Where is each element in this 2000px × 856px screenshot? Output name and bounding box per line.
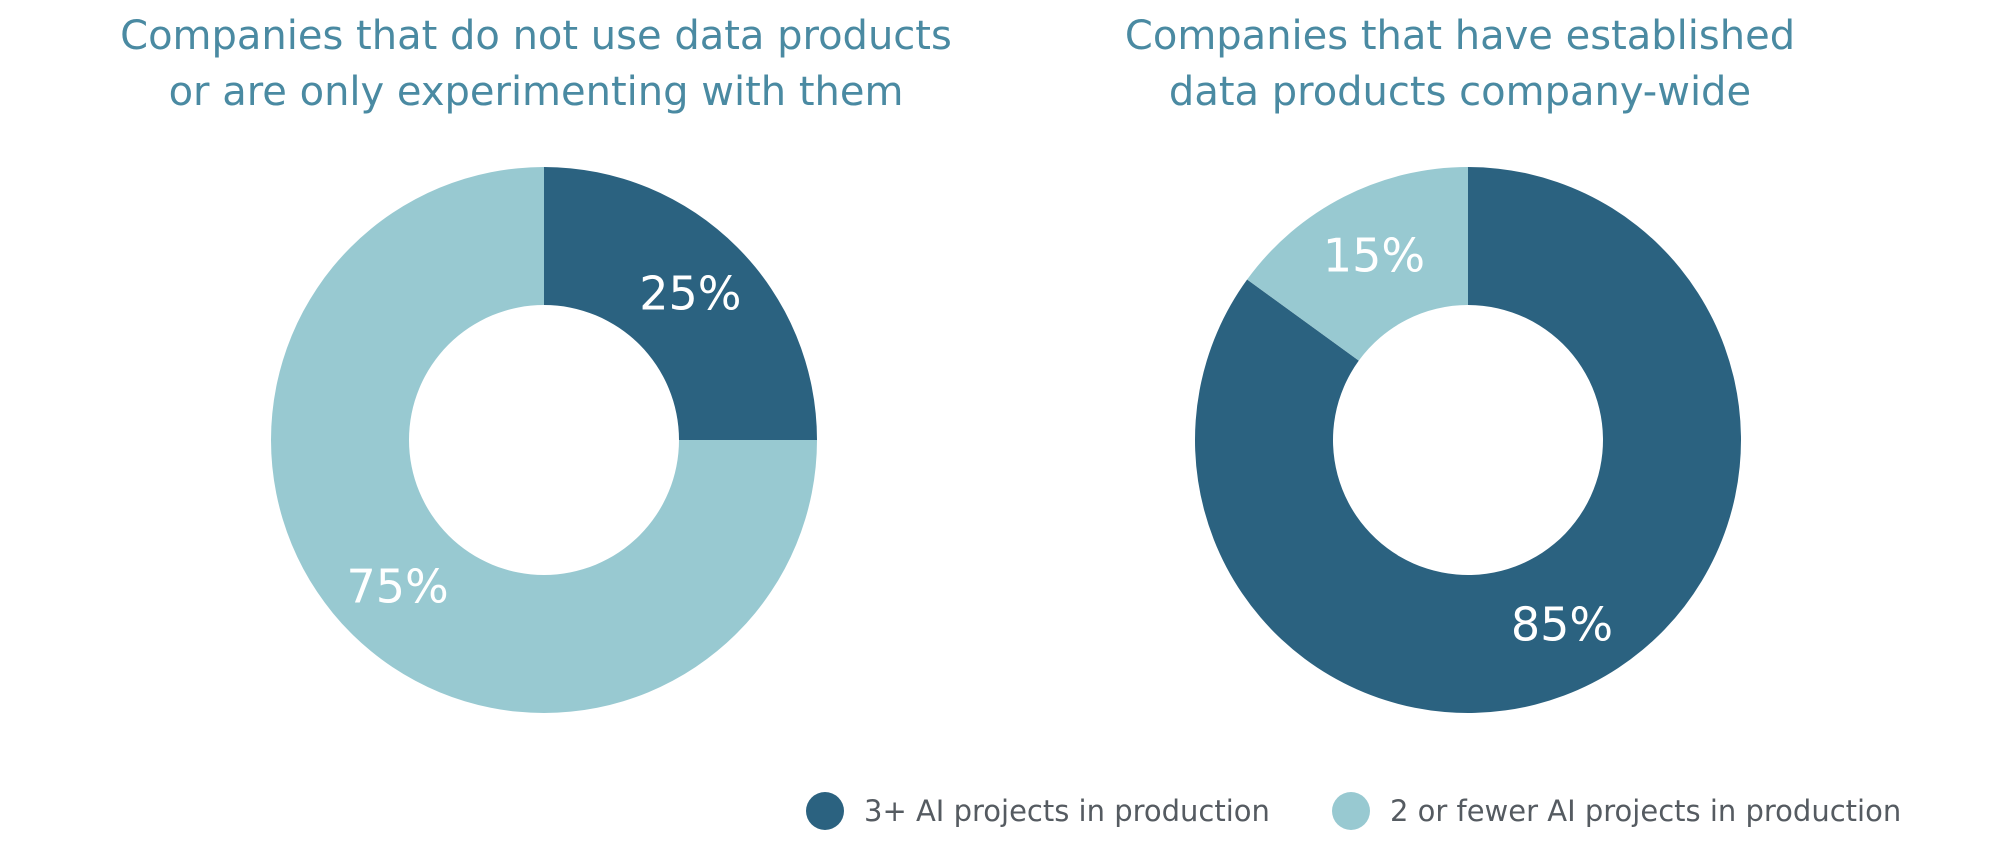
donut-left-slice-75pct (271, 167, 817, 713)
legend: 3+ AI projects in production 2 or fewer … (806, 786, 1901, 836)
legend-item-2-or-fewer: 2 or fewer AI projects in production (1331, 792, 1902, 830)
donut-left-label-75pct: 75% (347, 559, 449, 613)
chart-title-left-line-1: Companies that do not use data products (120, 13, 952, 59)
chart-title-right-line-1: Companies that have established (1124, 13, 1796, 59)
donut-right-slice-85pct (1195, 167, 1741, 713)
donut-right-label-15pct: 15% (1323, 229, 1425, 283)
chart-title-left: Companies that do not use data products … (86, 8, 986, 120)
legend-swatch-dark (806, 792, 844, 830)
legend-swatch-light (1331, 792, 1370, 830)
chart-title-left-line-2: or are only experimenting with them (168, 69, 904, 115)
donut-left-label-25pct: 25% (639, 267, 741, 321)
donut-chart-left: 25% 75% (271, 167, 817, 713)
donut-left-slice-25pct (544, 167, 817, 440)
donut-chart-right: 85% 15% (1195, 167, 1741, 713)
chart-title-right: Companies that have established data pro… (1010, 8, 1910, 120)
legend-item-3plus: 3+ AI projects in production (806, 792, 1270, 830)
legend-label-2-or-fewer: 2 or fewer AI projects in production (1389, 794, 1902, 828)
legend-label-3plus: 3+ AI projects in production (864, 794, 1270, 828)
donut-right-label-85pct: 85% (1511, 597, 1613, 651)
chart-title-right-line-2: data products company-wide (1168, 69, 1752, 115)
donut-right-slice-15pct (1247, 167, 1468, 361)
